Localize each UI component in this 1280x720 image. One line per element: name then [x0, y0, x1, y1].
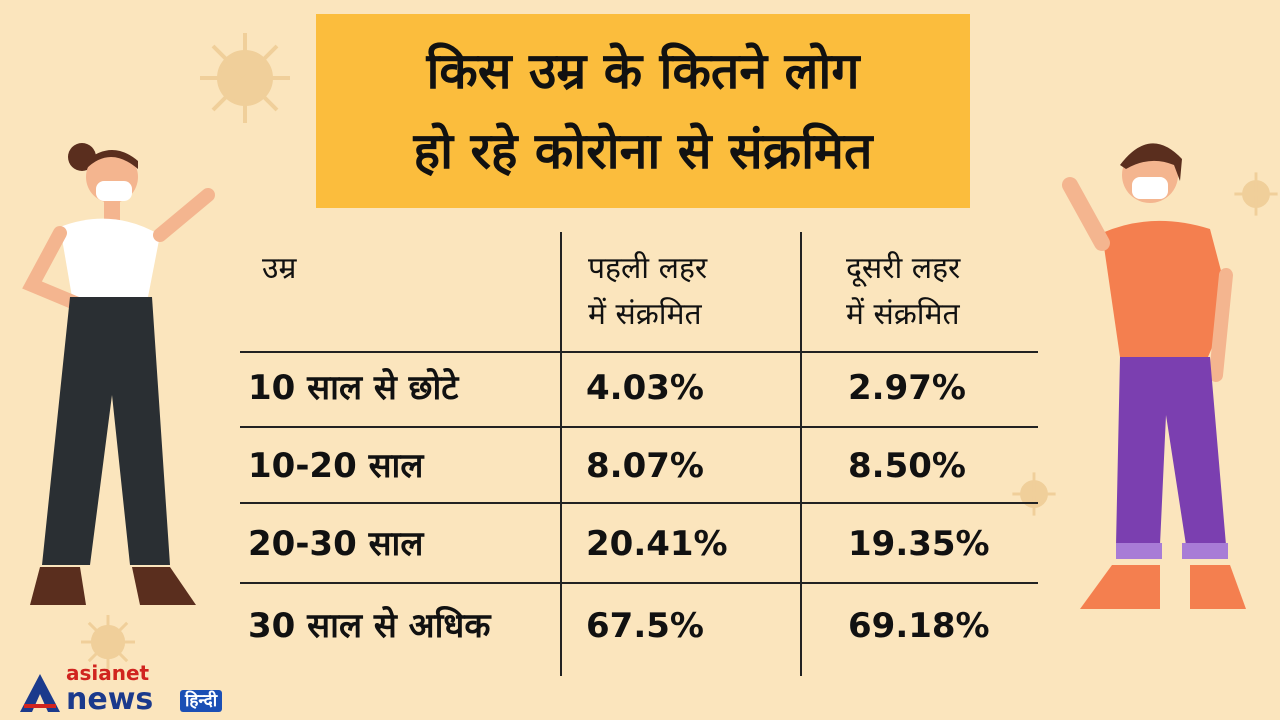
column-divider	[560, 232, 562, 676]
virus-icon	[1012, 472, 1056, 516]
first-wave-cell: 8.07%	[586, 446, 704, 486]
row-divider	[240, 351, 1038, 353]
second-wave-cell: 8.50%	[848, 446, 966, 486]
man-with-mask-illustration	[1062, 143, 1246, 609]
headline: किस उम्र के कितने लोग हो रहे कोरोना से स…	[316, 14, 970, 208]
second-wave-cell: 19.35%	[848, 524, 990, 564]
logo-mark-icon	[20, 674, 60, 712]
row-divider	[240, 582, 1038, 584]
logo-text-top: asianet	[66, 661, 150, 685]
header-first-wave: पहली लहर में संक्रमित	[588, 246, 707, 338]
first-wave-cell: 67.5%	[586, 606, 704, 646]
header-text: पहली लहर	[588, 251, 708, 286]
age-cell: 30 साल से अधिक	[248, 606, 491, 646]
logo-badge: हिन्दी	[180, 690, 223, 712]
age-cell: 10-20 साल	[248, 446, 424, 486]
first-wave-cell: 4.03%	[586, 368, 704, 408]
asianet-news-logo: asianet news हिन्दी	[18, 662, 258, 718]
row-divider	[240, 502, 1038, 504]
headline-line-1: किस उम्र के कितने लोग	[426, 42, 860, 100]
header-age: उम्र	[262, 246, 296, 292]
second-wave-cell: 2.97%	[848, 368, 966, 408]
virus-icon	[81, 615, 135, 669]
age-cell: 10 साल से छोटे	[248, 368, 459, 408]
age-cell: 20-30 साल	[248, 524, 424, 564]
woman-with-mask-illustration	[22, 143, 215, 605]
second-wave-cell: 69.18%	[848, 606, 990, 646]
row-divider	[240, 426, 1038, 428]
header-text: में संक्रमित	[846, 297, 960, 332]
first-wave-cell: 20.41%	[586, 524, 728, 564]
header-text: में संक्रमित	[588, 297, 702, 332]
header-text: उम्र	[262, 251, 297, 286]
headline-line-2: हो रहे कोरोना से संक्रमित	[413, 122, 873, 180]
column-divider	[800, 232, 802, 676]
header-second-wave: दूसरी लहर में संक्रमित	[846, 246, 960, 338]
virus-icon	[200, 33, 290, 123]
virus-icon	[1234, 172, 1278, 216]
logo-text-bottom: news	[66, 682, 154, 717]
header-text: दूसरी लहर	[846, 251, 961, 286]
